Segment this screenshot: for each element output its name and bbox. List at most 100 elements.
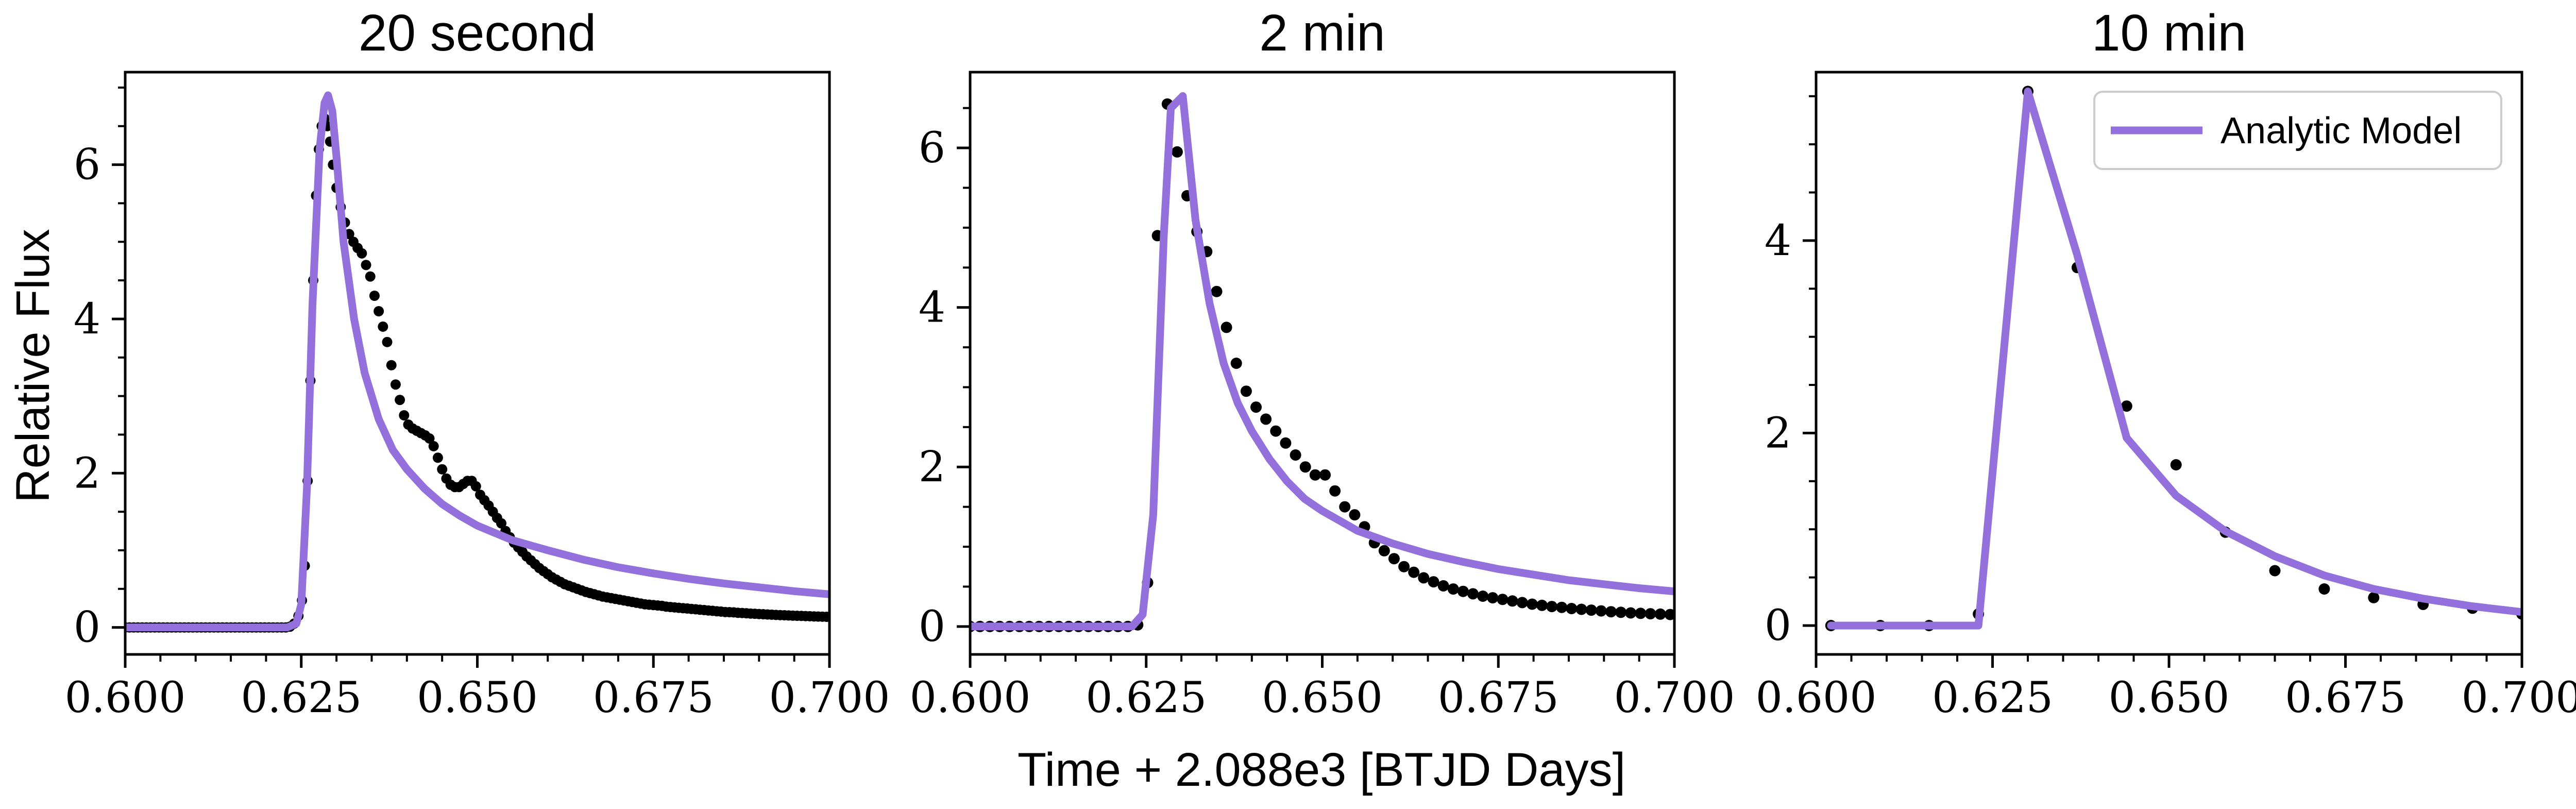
x-tick-label: 0.650 <box>417 673 538 722</box>
data-point <box>1260 413 1272 425</box>
legend: Analytic Model <box>2093 91 2502 170</box>
data-point <box>357 248 367 259</box>
y-tick-label: 0 <box>919 602 945 651</box>
data-point <box>2170 459 2182 470</box>
data-point <box>1230 358 1242 369</box>
data-point <box>382 336 393 347</box>
data-point <box>424 433 435 444</box>
data-point <box>1388 553 1400 565</box>
data-point <box>1605 606 1617 618</box>
chart-panel-1: 20 second 0.600 0.625 0.650 0.675 0.700 0 2 4 6 <box>65 4 890 722</box>
data-point <box>386 360 397 370</box>
data-point <box>1319 469 1331 481</box>
data-point <box>437 464 448 475</box>
model-line <box>970 92 1674 631</box>
data-point <box>390 379 401 390</box>
x-tick-label: 0.650 <box>1262 673 1383 722</box>
data-point <box>470 481 481 492</box>
y-tick-label: 2 <box>74 449 100 498</box>
data-point <box>1556 601 1568 613</box>
data-point <box>1566 603 1578 614</box>
x-tick-label: 0.650 <box>2109 673 2230 722</box>
data-point <box>1437 580 1449 592</box>
data-point <box>1280 437 1292 449</box>
data-point <box>2368 592 2380 603</box>
data-point <box>1526 598 1538 610</box>
model-line <box>1827 87 2522 630</box>
x-tick-label: 0.700 <box>769 673 890 722</box>
data-point <box>1250 401 1262 413</box>
data-point <box>1595 605 1607 617</box>
x-tick-label: 0.600 <box>65 673 186 722</box>
data-point <box>432 452 443 463</box>
data-point <box>1299 461 1311 473</box>
data-point <box>395 395 405 406</box>
axes-frame <box>969 71 1676 656</box>
data-point <box>1546 601 1558 613</box>
data-point <box>1408 566 1420 578</box>
plot-area <box>970 92 1674 632</box>
data-point <box>821 612 829 622</box>
data-point <box>2318 583 2330 595</box>
data-point <box>1349 509 1361 521</box>
data-point <box>1487 592 1499 604</box>
data-point <box>1477 591 1489 602</box>
data-point <box>1536 599 1548 611</box>
panel-title: 10 min <box>2092 4 2246 62</box>
y-tick-label: 6 <box>919 124 945 173</box>
data-point <box>1516 597 1528 609</box>
data-point <box>365 271 376 282</box>
x-tick-label: 0.625 <box>1086 673 1207 722</box>
data-point <box>1398 561 1410 572</box>
data-point <box>1497 594 1509 605</box>
data-point <box>1506 595 1518 607</box>
data-point <box>399 410 410 420</box>
data-point <box>1447 583 1459 595</box>
model-line <box>125 91 829 632</box>
data-point <box>428 441 439 451</box>
axes-frame <box>124 71 831 656</box>
x-tick-label: 0.600 <box>1756 673 1877 722</box>
data-point <box>496 518 506 529</box>
data-point <box>1171 146 1183 158</box>
data-point <box>1211 285 1223 297</box>
data-point <box>1428 576 1439 588</box>
data-point <box>1270 425 1282 437</box>
data-point <box>2269 565 2281 577</box>
data-point <box>374 306 384 316</box>
data-point <box>1339 501 1351 513</box>
data-point <box>1467 588 1479 600</box>
x-tick-label: 0.675 <box>593 673 714 722</box>
data-point <box>1635 608 1647 619</box>
chart-panel-3: 10 min 0.600 0.625 0.650 0.675 0.700 0 2 4 Analyt… <box>1756 4 2576 722</box>
x-tick-label: 0.625 <box>241 673 362 722</box>
panel-title: 20 second <box>359 4 596 62</box>
x-tick-label: 0.600 <box>910 673 1031 722</box>
data-point <box>1615 606 1627 618</box>
data-point <box>2121 400 2132 412</box>
y-axis-label: Relative Flux <box>7 229 59 503</box>
data-point <box>1378 545 1390 557</box>
y-tick-label: 4 <box>74 295 100 344</box>
data-point <box>1575 603 1587 615</box>
legend-box <box>2093 91 2502 170</box>
x-axis-label: Time + 2.088e3 [BTJD Days] <box>1018 744 1625 796</box>
data-point <box>1625 607 1637 619</box>
y-tick-label: 2 <box>1765 409 1791 458</box>
y-tick-label: 0 <box>1765 601 1791 650</box>
legend-label: Analytic Model <box>2221 110 2462 151</box>
y-tick-label: 0 <box>74 603 100 652</box>
data-point <box>1664 609 1674 620</box>
x-tick-label: 0.700 <box>1614 673 1735 722</box>
data-point <box>1221 322 1232 333</box>
data-point <box>1645 608 1656 620</box>
data-point <box>1309 469 1321 481</box>
data-point <box>1585 604 1597 616</box>
y-tick-label: 4 <box>1765 216 1791 265</box>
data-point <box>1418 572 1430 584</box>
x-tick-label: 0.675 <box>1438 673 1559 722</box>
x-tick-label: 0.700 <box>2462 673 2576 722</box>
x-tick-label: 0.675 <box>2285 673 2406 722</box>
